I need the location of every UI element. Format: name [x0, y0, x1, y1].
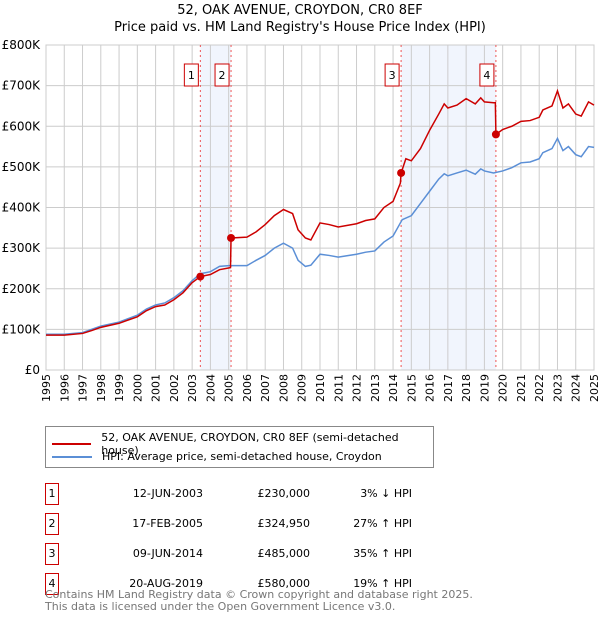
footer-line: This data is licensed under the Open Gov… [45, 600, 396, 613]
sale-date: 20-AUG-2019 [129, 577, 203, 590]
x-tick-label: 2010 [314, 374, 327, 402]
x-tick-label: 2023 [551, 374, 564, 402]
sale-row: 1 12-JUN-2003 £230,000 3% ↓ HPI [45, 483, 445, 505]
y-tick-label: £800K [2, 38, 42, 52]
x-tick-label: 2021 [515, 374, 528, 402]
x-tick-label: 2016 [424, 374, 437, 402]
sale-point [397, 168, 406, 177]
legend-swatch-red [52, 443, 92, 445]
x-tick-label: 2012 [351, 374, 364, 402]
y-tick-label: £400K [2, 201, 42, 215]
x-tick-label: 2002 [168, 374, 181, 402]
chart-subtitle: Price paid vs. HM Land Registry's House … [114, 20, 486, 35]
x-tick-label: 2024 [570, 374, 583, 402]
y-tick-label: £500K [2, 160, 42, 174]
sale-row: 2 17-FEB-2005 £324,950 27% ↑ HPI [45, 513, 445, 535]
price-paid-line [46, 88, 595, 336]
legend-label: 52, OAK AVENUE, CROYDON, CR0 8EF (semi-d… [101, 431, 399, 457]
sale-date: 12-JUN-2003 [132, 487, 203, 500]
x-tick-label: 1999 [113, 374, 126, 402]
sale-number: 3 [45, 543, 59, 565]
sale-date: 09-JUN-2014 [132, 547, 203, 560]
y-tick-label: £0 [25, 363, 40, 377]
legend: 52, OAK AVENUE, CROYDON, CR0 8EF (semi-d… [45, 426, 434, 468]
x-tick-label: 2001 [150, 374, 163, 402]
y-tick-label: £700K [2, 79, 42, 93]
plot-area: 1995 1996 1997 1998 1999 2000 2001 2002 2003 2004… [2, 38, 600, 402]
sale-label: 1 [188, 69, 195, 82]
x-tick-label: 2000 [131, 374, 144, 402]
x-tick-label: 2018 [460, 374, 473, 402]
x-tick-label: 2019 [478, 374, 491, 402]
sale-point [227, 233, 236, 242]
sale-date: 17-FEB-2005 [132, 517, 203, 530]
chart-title: 52, OAK AVENUE, CROYDON, CR0 8EF [177, 3, 423, 18]
legend-label: HPI: Average price, semi-detached house,… [102, 450, 382, 463]
sale-label: 4 [483, 69, 490, 82]
legend-swatch-blue [52, 455, 92, 458]
footer: Contains HM Land Registry data © Crown c… [45, 589, 473, 613]
sale-price: £580,000 [257, 577, 311, 590]
x-tick-label: 2015 [405, 374, 418, 402]
x-tick-label: 2004 [204, 374, 217, 402]
x-tick-label: 2025 [588, 374, 600, 402]
sale-price: £485,000 [257, 547, 311, 560]
x-tick-label: 1995 [40, 374, 53, 402]
sale-point [196, 272, 205, 281]
sale-price: £230,000 [257, 487, 311, 500]
sale-hpi-diff: 19% ↑ HPI [353, 577, 412, 590]
sale-label-box [384, 63, 400, 87]
sale-point [491, 130, 500, 139]
footer-line: Contains HM Land Registry data © Crown c… [45, 588, 473, 601]
sale-number: 4 [45, 573, 59, 595]
x-tick-label: 2005 [223, 374, 236, 402]
sale-label: 2 [219, 69, 226, 82]
plot-border [45, 44, 595, 371]
sale-number: 1 [45, 483, 59, 505]
sale-hpi-diff: 27% ↑ HPI [353, 517, 412, 530]
sale-hpi-diff: 35% ↑ HPI [353, 547, 412, 560]
x-tick-label: 1996 [58, 374, 71, 402]
sale-row: 3 09-JUN-2014 £485,000 35% ↑ HPI [45, 543, 445, 565]
x-tick-label: 1997 [77, 374, 90, 402]
x-tick-label: 2009 [296, 374, 309, 402]
sale-row: 4 20-AUG-2019 £580,000 19% ↑ HPI [45, 573, 445, 595]
x-tick-label: 2006 [241, 374, 254, 402]
sale-label-box [183, 63, 199, 87]
x-tick-label: 1998 [95, 374, 108, 402]
x-tick-label: 2020 [497, 374, 510, 402]
legend-item-property: 52, OAK AVENUE, CROYDON, CR0 8EF (semi-d… [52, 431, 433, 457]
hpi-line [46, 136, 595, 335]
x-tick-label: 2011 [332, 374, 345, 402]
legend-item-hpi: HPI: Average price, semi-detached house,… [52, 450, 382, 463]
sale-number: 2 [45, 513, 59, 535]
sale-price: £324,950 [257, 517, 311, 530]
sale-label: 3 [389, 69, 396, 82]
x-tick-label: 2013 [369, 374, 382, 402]
x-tick-label: 2017 [442, 374, 455, 402]
y-tick-label: £600K [2, 119, 42, 133]
x-tick-label: 2022 [533, 374, 546, 402]
y-tick-label: £100K [2, 322, 42, 336]
y-tick-label: £300K [2, 241, 42, 255]
x-tick-label: 2003 [186, 374, 199, 402]
x-tick-label: 2007 [259, 374, 272, 402]
x-tick-label: 2008 [277, 374, 290, 402]
y-tick-label: £200K [2, 282, 42, 296]
sale-label-box [479, 63, 495, 87]
x-tick-label: 2014 [387, 374, 400, 402]
sale-label-box [214, 63, 230, 87]
sale-hpi-diff: 3% ↓ HPI [360, 487, 412, 500]
